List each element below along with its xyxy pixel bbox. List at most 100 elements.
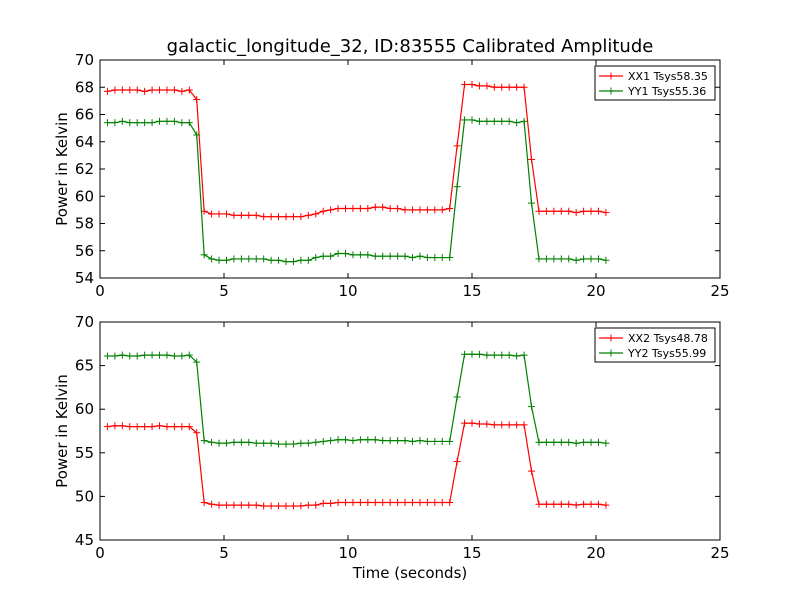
- data-point: [483, 82, 491, 90]
- data-point: [141, 119, 149, 127]
- y-tick-label: 60: [75, 187, 94, 205]
- data-point: [304, 439, 312, 447]
- legend: XX1 Tsys58.35 YY1 Tsys55.36: [594, 65, 716, 101]
- data-point: [103, 87, 111, 95]
- data-point: [141, 351, 149, 359]
- data-point: [319, 437, 327, 445]
- data-point: [401, 499, 409, 507]
- y-axis-label: Power in Kelvin: [53, 374, 71, 488]
- data-point: [297, 502, 305, 510]
- data-point: [170, 423, 178, 431]
- data-point: [163, 117, 171, 125]
- data-point: [178, 423, 186, 431]
- legend: XX2 Tsys48.78 YY2 Tsys55.99: [594, 327, 716, 363]
- data-point: [386, 437, 394, 445]
- data-point: [342, 205, 350, 213]
- data-point: [446, 205, 454, 213]
- data-point: [163, 423, 171, 431]
- y-tick-label: 64: [75, 133, 94, 151]
- data-point: [438, 206, 446, 214]
- data-point: [580, 255, 588, 263]
- y-tick-label: 45: [75, 531, 94, 549]
- data-point: [394, 499, 402, 507]
- data-point: [408, 254, 416, 262]
- data-point: [498, 83, 506, 91]
- data-point: [580, 207, 588, 215]
- data-point: [475, 82, 483, 90]
- legend-label: YY1 Tsys55.36: [627, 85, 706, 98]
- data-point: [126, 119, 134, 127]
- data-point: [371, 203, 379, 211]
- data-point: [215, 256, 223, 264]
- data-point: [535, 207, 543, 215]
- data-point: [237, 438, 245, 446]
- data-point: [156, 351, 164, 359]
- data-point: [602, 439, 610, 447]
- y-tick-label: 50: [75, 487, 94, 505]
- legend-box: [594, 327, 716, 363]
- data-point: [282, 502, 290, 510]
- data-point: [416, 437, 424, 445]
- data-point: [297, 439, 305, 447]
- data-point: [185, 423, 193, 431]
- data-point: [178, 119, 186, 127]
- data-point: [364, 436, 372, 444]
- data-point: [170, 352, 178, 360]
- x-axis-label: Time (seconds): [352, 564, 468, 582]
- data-point: [394, 437, 402, 445]
- data-point: [580, 500, 588, 508]
- data-point: [126, 423, 134, 431]
- data-point: [490, 117, 498, 125]
- data-point: [342, 249, 350, 257]
- data-point: [289, 258, 297, 266]
- data-point: [505, 421, 513, 429]
- data-point: [289, 213, 297, 221]
- x-tick-label: 10: [338, 544, 357, 562]
- data-point: [594, 255, 602, 263]
- data-point: [275, 440, 283, 448]
- data-point: [557, 255, 565, 263]
- data-point: [453, 142, 461, 150]
- data-point: [289, 440, 297, 448]
- data-point: [260, 502, 268, 510]
- y-tick-label: 56: [75, 242, 94, 260]
- data-point: [602, 209, 610, 217]
- data-point: [267, 213, 275, 221]
- data-point: [245, 211, 253, 219]
- y-tick-label: 60: [75, 400, 94, 418]
- data-point: [222, 501, 230, 509]
- data-point: [513, 119, 521, 127]
- data-point: [423, 254, 431, 262]
- data-point: [364, 205, 372, 213]
- data-point: [468, 350, 476, 358]
- data-point: [170, 86, 178, 94]
- data-point: [222, 439, 230, 447]
- data-point: [379, 252, 387, 260]
- data-point: [557, 207, 565, 215]
- data-point: [505, 83, 513, 91]
- data-point: [141, 87, 149, 95]
- data-point: [252, 255, 260, 263]
- data-point: [156, 117, 164, 125]
- data-point: [193, 131, 201, 139]
- data-point: [505, 117, 513, 125]
- data-point: [587, 500, 595, 508]
- data-point: [215, 501, 223, 509]
- data-point: [364, 251, 372, 259]
- data-point: [237, 255, 245, 263]
- data-point: [133, 352, 141, 360]
- legend-box: [594, 65, 716, 101]
- data-point: [401, 437, 409, 445]
- x-tick-label: 5: [219, 544, 229, 562]
- y-tick-label: 54: [75, 269, 94, 287]
- data-point: [550, 438, 558, 446]
- data-point: [483, 117, 491, 125]
- data-point: [431, 206, 439, 214]
- data-point: [416, 206, 424, 214]
- data-point: [490, 83, 498, 91]
- data-point: [520, 83, 528, 91]
- data-point: [118, 86, 126, 94]
- data-point: [208, 210, 216, 218]
- data-point: [304, 211, 312, 219]
